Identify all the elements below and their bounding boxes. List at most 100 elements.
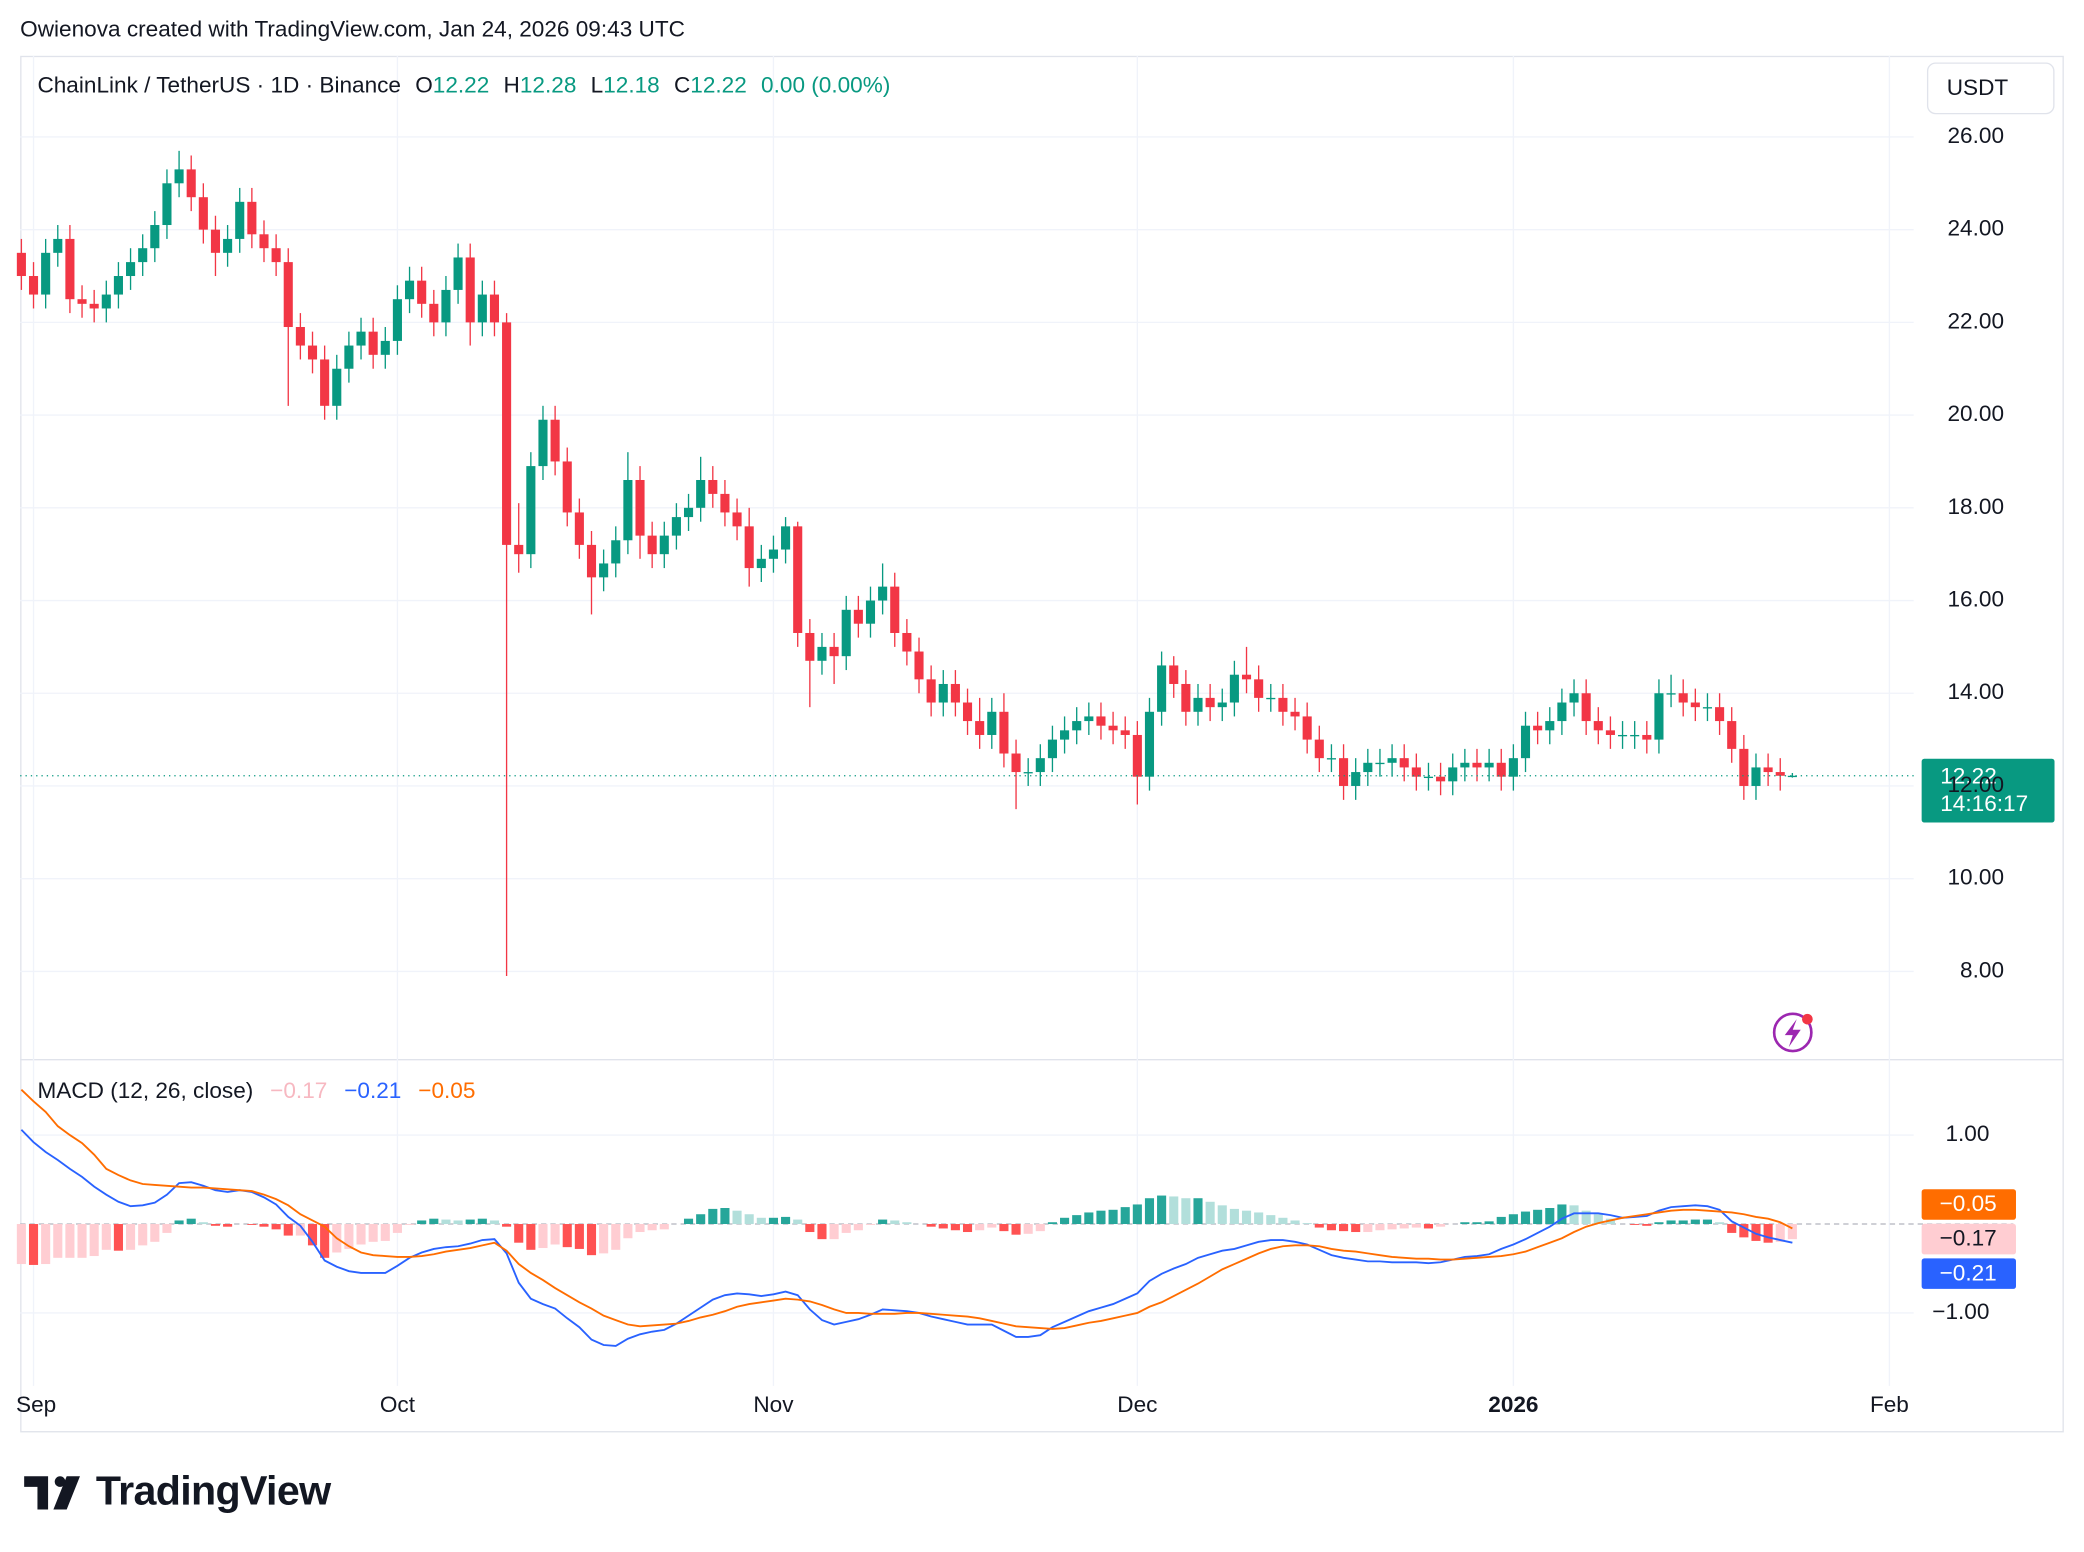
legend-histogram: −0.17 bbox=[270, 1078, 327, 1103]
histogram-bar bbox=[465, 1219, 475, 1225]
histogram-bar bbox=[1787, 1224, 1797, 1240]
last-price: 12.22 bbox=[1940, 763, 1997, 788]
histogram-bar bbox=[1217, 1205, 1227, 1225]
candle-body bbox=[1181, 683, 1191, 712]
histogram-bar bbox=[659, 1224, 669, 1230]
ohlc-value: 12.18 bbox=[603, 72, 660, 97]
histogram-bar bbox=[295, 1224, 305, 1236]
histogram-bar bbox=[696, 1214, 706, 1225]
histogram-bar bbox=[405, 1224, 415, 1225]
candle-body bbox=[635, 479, 645, 536]
candle-body bbox=[999, 711, 1009, 754]
ohlc-key: O bbox=[415, 72, 433, 97]
histogram-bar bbox=[902, 1222, 912, 1225]
histogram-bar bbox=[1727, 1224, 1737, 1233]
histogram-bar bbox=[271, 1224, 281, 1230]
candle-body bbox=[1169, 665, 1179, 684]
candle-body bbox=[1326, 758, 1336, 760]
candle-body bbox=[599, 563, 609, 578]
histogram-bar bbox=[1351, 1224, 1361, 1233]
histogram-bar bbox=[283, 1224, 293, 1236]
histogram-bar bbox=[320, 1224, 330, 1258]
alert-bolt[interactable] bbox=[1784, 1019, 1801, 1048]
histogram-bar bbox=[829, 1224, 839, 1240]
currency-button[interactable] bbox=[1926, 62, 2055, 115]
candle-body bbox=[1484, 762, 1494, 768]
histogram-bar bbox=[1593, 1214, 1603, 1225]
candle-body bbox=[1496, 762, 1506, 777]
candle-body bbox=[1254, 679, 1264, 698]
histogram-bar bbox=[1508, 1214, 1518, 1225]
histogram-bar bbox=[186, 1218, 196, 1225]
candle-body bbox=[975, 721, 985, 735]
histogram-bar bbox=[417, 1220, 427, 1225]
histogram-bar bbox=[1120, 1207, 1130, 1225]
histogram-bar bbox=[538, 1224, 548, 1249]
candle-body bbox=[853, 609, 863, 624]
x-tick-label: Dec bbox=[1117, 1392, 1157, 1417]
histogram-bar bbox=[647, 1224, 657, 1231]
histogram-bar bbox=[720, 1208, 730, 1225]
x-tick-label: Sep bbox=[16, 1392, 56, 1417]
candle-body bbox=[1290, 711, 1300, 717]
histogram-bar bbox=[53, 1224, 63, 1258]
candle-body bbox=[174, 169, 184, 184]
candle-body bbox=[1241, 674, 1252, 680]
candle-body bbox=[1229, 674, 1239, 703]
candle-body bbox=[829, 646, 839, 657]
histogram-bar bbox=[1533, 1209, 1543, 1225]
candle-body bbox=[671, 517, 681, 536]
histogram-bar bbox=[526, 1224, 536, 1250]
candle-body bbox=[1375, 762, 1385, 765]
candle-body bbox=[781, 526, 791, 550]
candle-body bbox=[841, 609, 851, 657]
candle-body bbox=[235, 201, 245, 239]
candle-body bbox=[1314, 739, 1324, 759]
candle-body bbox=[1023, 772, 1033, 774]
histogram-bar bbox=[1278, 1217, 1288, 1225]
candle-body bbox=[1411, 767, 1421, 777]
y-tick-label: −1.00 bbox=[1932, 1299, 1989, 1324]
y-tick-label: 14.00 bbox=[1948, 679, 2005, 704]
candle-body bbox=[113, 276, 123, 295]
histogram-badge-label: −0.17 bbox=[1940, 1226, 1997, 1251]
histogram-bar bbox=[1702, 1219, 1713, 1225]
histogram-bar bbox=[1060, 1217, 1070, 1225]
histogram-bar bbox=[174, 1220, 184, 1225]
credit: Owienova created with TradingView.com, J… bbox=[20, 17, 685, 42]
candle-body bbox=[1132, 734, 1142, 777]
y-tick-label: 10.00 bbox=[1948, 865, 2005, 890]
candle-body bbox=[1751, 767, 1761, 786]
histogram-bar bbox=[1011, 1224, 1021, 1235]
logo: TradingView bbox=[24, 1467, 333, 1513]
histogram-bar bbox=[41, 1224, 51, 1265]
candle-body bbox=[1508, 758, 1518, 777]
macd-line bbox=[20, 1089, 1793, 1330]
histogram-bar bbox=[635, 1224, 645, 1233]
candle-body bbox=[1593, 721, 1603, 731]
candle-body bbox=[392, 299, 402, 341]
histogram-bar bbox=[1751, 1224, 1761, 1241]
candle-body bbox=[368, 331, 378, 355]
histogram-bar bbox=[708, 1208, 718, 1225]
histogram-bar bbox=[1157, 1195, 1167, 1225]
y-tick-label: 1.00 bbox=[1945, 1121, 1989, 1146]
currency[interactable]: USDT bbox=[1947, 75, 2009, 100]
candle-body bbox=[210, 229, 221, 253]
candle-body bbox=[1084, 716, 1094, 722]
grid bbox=[20, 55, 1914, 1386]
alert-icon[interactable] bbox=[1772, 1012, 1813, 1053]
histogram-bar bbox=[1557, 1204, 1567, 1225]
histogram-bar bbox=[489, 1220, 500, 1225]
candle-body bbox=[150, 225, 160, 249]
histogram-bar bbox=[1132, 1204, 1142, 1225]
histogram-bar bbox=[1484, 1221, 1494, 1225]
candle-body bbox=[1545, 721, 1555, 731]
candle-body bbox=[902, 632, 912, 652]
candle-body bbox=[586, 544, 597, 578]
histogram-bar bbox=[1290, 1220, 1300, 1225]
candle-body bbox=[611, 540, 621, 564]
candle-body bbox=[405, 280, 415, 300]
countdown: 14:16:17 bbox=[1940, 791, 2028, 816]
